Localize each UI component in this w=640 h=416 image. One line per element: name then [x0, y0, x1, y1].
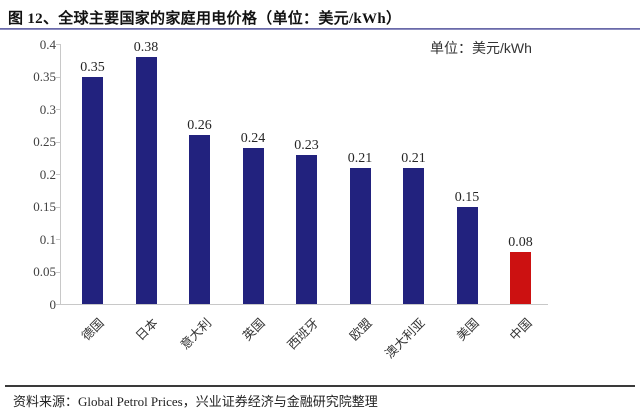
- bar-意大利: [189, 135, 210, 304]
- title-underline: [0, 28, 640, 30]
- bar-英国: [242, 148, 264, 304]
- category-label: 英国: [240, 315, 268, 344]
- bar-西班牙: [296, 154, 317, 304]
- bar-value-label: 0.15: [454, 189, 480, 205]
- category-label: 西班牙: [284, 315, 322, 353]
- figure-title: 图 12、全球主要国家的家庭用电价格（单位：美元/kWh）: [8, 11, 402, 27]
- y-tick-mark: [56, 271, 60, 273]
- bar-value-label: 0.38: [133, 40, 159, 55]
- y-tick-mark: [56, 76, 60, 78]
- y-tick-label: 0: [49, 296, 57, 312]
- bar-德国: [82, 76, 103, 304]
- category-label: 澳大利亚: [382, 315, 429, 362]
- y-tick-mark: [56, 174, 60, 175]
- y-tick-label: 0.3: [39, 101, 56, 117]
- y-tick-mark: [56, 206, 60, 208]
- bar-澳大利亚: [403, 167, 424, 304]
- bar-value-label: 0.24: [240, 131, 266, 146]
- bar-美国: [456, 206, 478, 304]
- y-tick-label: 0.4: [39, 36, 56, 52]
- category-label: 日本: [133, 315, 161, 344]
- bar-欧盟: [349, 167, 371, 304]
- bar-value-label: 0.26: [187, 118, 212, 133]
- bar-value-label: 0.08: [508, 235, 533, 250]
- y-tick-label: 0.35: [33, 69, 56, 84]
- category-label: 德国: [79, 315, 108, 344]
- y-axis-line: [60, 44, 61, 305]
- category-label: 中国: [507, 315, 536, 344]
- unit-label: 单位：美元/kWh: [430, 40, 532, 56]
- y-tick-label: 0.15: [33, 199, 56, 214]
- bar-value-label: 0.21: [347, 150, 373, 166]
- y-tick-label: 0.05: [33, 264, 56, 279]
- y-tick-mark: [56, 109, 60, 110]
- y-tick-mark: [56, 44, 60, 45]
- x-axis-line: [60, 304, 548, 305]
- bar-chart: 0 0.05 0.1 0.15 0.2 0.25 0.3 0.35 0.4 0.35 0.38 0.…: [33, 36, 548, 362]
- y-tick-mark: [56, 304, 60, 305]
- bar-value-label: 0.35: [80, 59, 105, 75]
- y-tick-mark: [56, 141, 60, 143]
- category-label: 意大利: [177, 315, 215, 353]
- bar-中国: [510, 252, 531, 304]
- y-tick-label: 0.2: [39, 166, 56, 182]
- source-note: 资料来源：Global Petrol Prices，兴业证券经济与金融研究院整理: [13, 394, 378, 409]
- y-tick-label: 0.25: [33, 134, 56, 149]
- category-label: 欧盟: [347, 315, 375, 344]
- y-tick-mark: [56, 239, 60, 240]
- footer-rule: [5, 385, 635, 387]
- bar-value-label: 0.21: [401, 150, 426, 166]
- bar-value-label: 0.23: [294, 137, 319, 153]
- category-label: 美国: [454, 315, 482, 344]
- bar-日本: [135, 57, 157, 304]
- y-tick-label: 0.1: [39, 231, 56, 247]
